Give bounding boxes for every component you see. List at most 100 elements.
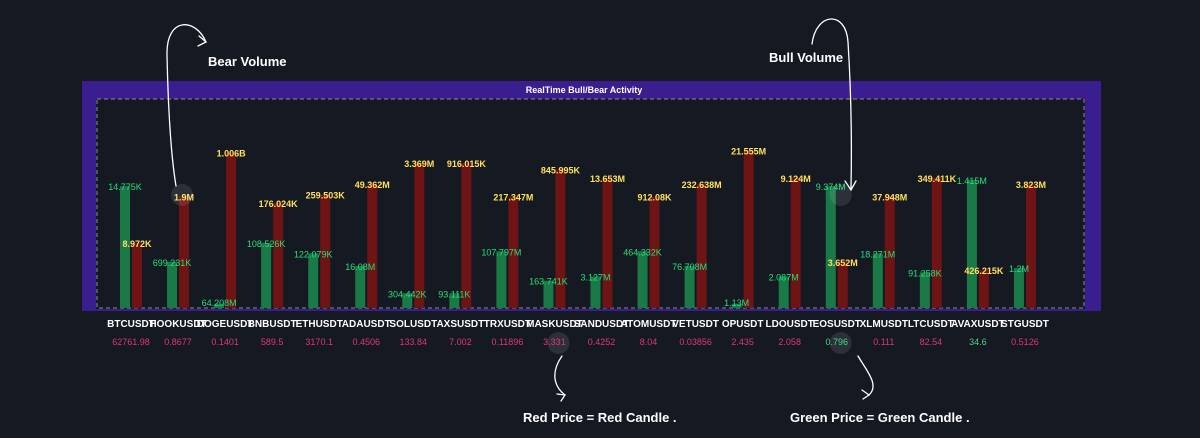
symbol-label: OPUSDT: [722, 319, 764, 330]
symbol-label: LDOUSDT: [766, 319, 814, 330]
bear-volume-label: 9.124M: [781, 174, 811, 184]
price-label: 34.6: [969, 337, 987, 347]
symbol-label: ADAUSDT: [342, 319, 391, 330]
bear-volume-label: 349.411K: [918, 174, 957, 184]
price-label: 0.03856: [679, 337, 712, 347]
bull-volume-label: 2.087M: [769, 273, 799, 283]
bull-volume-bar: [919, 272, 930, 308]
bear-volume-bar: [978, 270, 989, 308]
price-label: 0.4252: [588, 337, 616, 347]
bars-layer: [120, 150, 1036, 308]
bear-volume-label: 259.503K: [306, 191, 346, 201]
bear-volume-label: 1.006B: [217, 149, 247, 159]
price-label: 0.1401: [211, 337, 239, 347]
price-label: 2.058: [778, 337, 801, 347]
bear-volume-bar: [1025, 184, 1036, 308]
price-label: 62761.98: [112, 337, 150, 347]
bear-volume-bar: [602, 177, 613, 308]
price-label: 0.8677: [164, 337, 192, 347]
symbol-label: BTCUSDT: [107, 319, 155, 330]
bear-volume-bar: [508, 196, 519, 308]
bear-volume-label: 916.015K: [447, 159, 487, 169]
symbol-label: EOSUSDT: [813, 319, 861, 330]
symbol-label: BNBUSDT: [248, 319, 297, 330]
chart-title: RealTime Bull/Bear Activity: [526, 85, 643, 95]
bull-volume-bar: [120, 186, 130, 308]
price-label: 0.4506: [352, 337, 380, 347]
red-price-arrow: [554, 355, 567, 402]
price-label: 8.04: [640, 337, 658, 347]
bull-volume-label: 107.797M: [481, 247, 521, 257]
bull-volume-label: 108.526K: [247, 239, 286, 249]
bear-volume-bar: [555, 169, 566, 308]
symbol-label: MASKUSDT: [526, 319, 583, 330]
bear-volume-bar: [884, 196, 895, 308]
red-price-annotation: Red Price = Red Candle .: [523, 410, 677, 425]
bear-volume-bar: [367, 184, 378, 308]
green-price-arrow: [857, 355, 874, 400]
bull-volume-label: 91.258K: [908, 268, 942, 278]
bull-volume-label: 464.332K: [623, 247, 662, 257]
price-label: 589.5: [261, 337, 284, 347]
bull-volume-bar: [449, 293, 460, 308]
symbol-label: HOOKUSDT: [149, 319, 206, 330]
bull-volume-bar: [402, 293, 413, 308]
bull-volume-bar: [543, 280, 554, 308]
highlight-marker: [547, 332, 570, 354]
bull-volume-label: 304.442K: [388, 289, 427, 299]
bull-volume-bar: [214, 303, 225, 308]
symbol-label: XLMUSDT: [860, 319, 908, 330]
bull-volume-bar: [966, 179, 977, 308]
bull-volume-bar: [1013, 268, 1024, 308]
bull-volume-bar: [872, 253, 883, 308]
bear-volume-bar: [837, 261, 848, 308]
bear-volume-label: 49.362M: [355, 180, 390, 190]
symbol-label: SANDUSDT: [574, 319, 630, 330]
bear-volume-bar: [414, 163, 425, 308]
bull-volume-label: 163.741K: [529, 277, 568, 287]
symbol-axis: BTCUSDTHOOKUSDTDOGEUSDTBNBUSDTETHUSDTADA…: [107, 319, 1049, 330]
bear-volume-bar: [320, 194, 331, 308]
bull-volume-label: 93.111K: [438, 289, 470, 299]
price-label: 0.111: [873, 337, 894, 347]
bull-volume-label: 699.231K: [153, 258, 192, 268]
bull-volume-label: 9.374M: [816, 182, 846, 192]
bull-volume-bar: [684, 266, 695, 308]
bull-volume-bar: [637, 251, 648, 308]
bear-volume-label: 8.972K: [122, 239, 152, 249]
bear-volume-bar: [226, 152, 237, 308]
bear-volume-bar: [132, 242, 142, 308]
bull-volume-label: 14.775K: [108, 182, 142, 192]
bear-volume-label: 217.347M: [493, 193, 533, 203]
price-label: 7.002: [449, 337, 472, 347]
symbol-label: AVAXUSDT: [951, 319, 1005, 330]
price-label: 3.331: [543, 337, 566, 347]
bull-volume-label: 1.2M: [1009, 264, 1029, 274]
bear-volume-arrow: [166, 24, 208, 187]
highlight-marker: [829, 184, 852, 206]
bear-volume-label: 37.948M: [872, 193, 907, 203]
bull-volume-label: 76.708M: [672, 262, 707, 272]
bear-volume-label: 232.638M: [682, 180, 722, 190]
symbol-label: STGUSDT: [1001, 319, 1049, 330]
bear-volume-bar: [461, 163, 472, 308]
bull-volume-bar: [261, 242, 272, 308]
symbol-label: AXSUSDT: [436, 319, 484, 330]
bull-volume-bar: [308, 253, 319, 308]
bear-volume-bar: [743, 150, 754, 308]
symbol-label: ETHUSDT: [296, 319, 343, 330]
bear-volume-bar: [931, 177, 942, 308]
bear-volume-label: 3.823M: [1016, 180, 1046, 190]
price-label: 0.5126: [1011, 337, 1039, 347]
bull-volume-label: 16.08M: [345, 262, 375, 272]
bear-volume-annotation: Bear Volume: [208, 54, 287, 69]
price-label: 0.11896: [491, 337, 523, 347]
bear-volume-bar: [790, 177, 801, 308]
bear-volume-label: 21.555M: [731, 147, 766, 157]
bull-volume-annotation: Bull Volume: [769, 50, 843, 65]
symbol-label: ATOMUSDT: [621, 319, 677, 330]
symbol-label: VETUSDT: [672, 319, 719, 330]
bear-volume-bar: [273, 203, 284, 308]
symbol-label: TRXUSDT: [484, 319, 531, 330]
